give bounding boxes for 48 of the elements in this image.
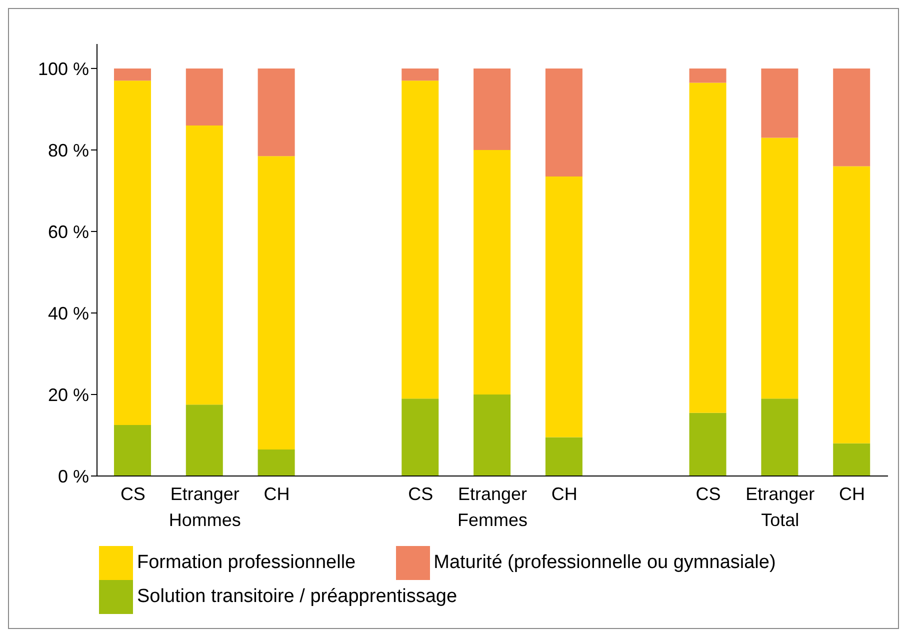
x-tick-label: CS — [120, 484, 146, 504]
bar — [689, 412, 726, 476]
bar — [761, 398, 798, 476]
bar — [689, 68, 726, 83]
bar — [114, 68, 151, 81]
text: Femmes — [457, 510, 528, 530]
y-tick-label: 20 % — [48, 384, 89, 405]
bar — [186, 126, 223, 405]
x-tick-label: CH — [264, 484, 290, 504]
bar — [114, 425, 151, 476]
legend-label: Maturité (professionnelle ou gymnasiale) — [434, 552, 776, 574]
bar — [402, 68, 439, 81]
bar — [545, 68, 582, 176]
bar — [833, 166, 870, 444]
bar — [545, 437, 582, 476]
bar — [402, 398, 439, 476]
bar — [833, 68, 870, 166]
bar — [545, 176, 582, 438]
y-tick-label: 100 % — [38, 58, 89, 79]
bar — [689, 82, 726, 413]
y-tick-label: 40 % — [48, 303, 89, 324]
bar — [474, 394, 511, 476]
text: Total — [761, 510, 800, 530]
bar — [114, 80, 151, 426]
bar — [186, 68, 223, 126]
bar — [474, 150, 511, 394]
x-tick-label: Etranger — [458, 484, 528, 504]
bar — [186, 404, 223, 476]
legend-label: Formation professionnelle — [137, 552, 356, 574]
y-tick-label: 0 % — [58, 466, 89, 486]
bar — [761, 68, 798, 138]
text: Hommes — [168, 510, 241, 530]
legend-label: Solution transitoire / préapprentissage — [137, 586, 458, 608]
x-tick-label: CS — [696, 484, 721, 504]
bar — [474, 68, 511, 150]
bar — [258, 450, 295, 476]
bar — [833, 443, 870, 476]
bar — [761, 138, 798, 399]
x-tick-label: Etranger — [746, 484, 815, 504]
bar — [258, 156, 295, 450]
x-tick-label: CS — [408, 484, 434, 504]
x-tick-label: CH — [551, 484, 578, 504]
y-tick-label: 60 % — [48, 222, 89, 242]
bar — [402, 80, 439, 399]
bar — [258, 68, 295, 156]
x-tick-label: CH — [839, 484, 866, 504]
y-tick-label: 80 % — [48, 140, 89, 160]
x-tick-label: Etranger — [170, 484, 240, 504]
